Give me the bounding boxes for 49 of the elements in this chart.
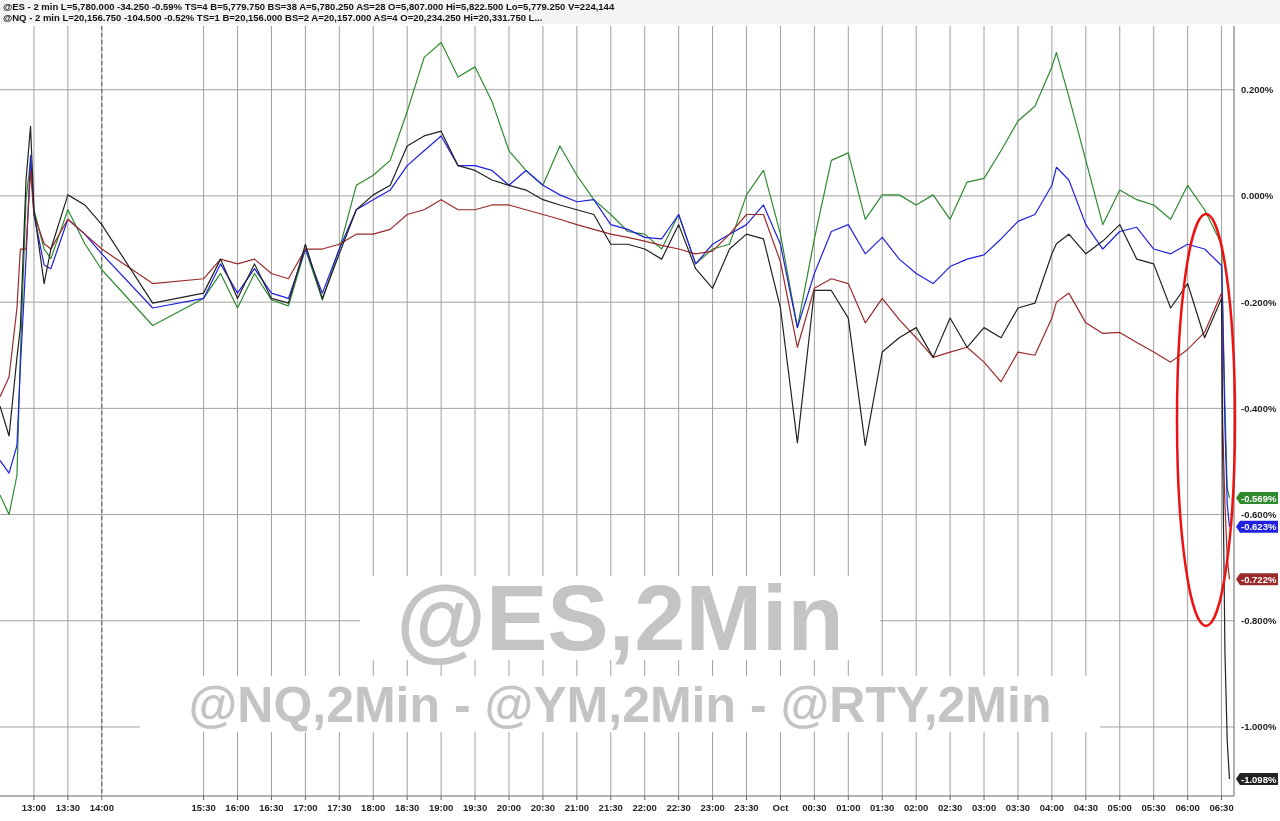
x-tick-label: 22:00	[632, 802, 657, 813]
x-tick-label: 04:00	[1039, 802, 1065, 813]
y-tick-label: -1.000%	[1241, 721, 1277, 733]
x-tick-label: 23:00	[700, 802, 725, 813]
x-tick-label: 13:00	[21, 802, 47, 813]
x-tick-label: 01:00	[836, 802, 861, 813]
annotation: @ES,2Min	[396, 567, 844, 669]
y-tick-label: -0.600%	[1241, 509, 1277, 521]
x-tick-label: 19:00	[428, 802, 454, 813]
y-tick-label: -0.800%	[1241, 615, 1277, 627]
y-tick-label: -0.200%	[1241, 296, 1277, 308]
x-tick-label: 17:00	[293, 802, 318, 813]
text: @NQ - 2 min L=20,156.750 -104.500 -0.52% TS=1 B=20,156.000 BS=2 A=20,157.000 AS=4 O=20,234.250 Hi=20,331.750 L...	[3, 12, 543, 23]
x-tick-label: 06:30	[1209, 802, 1234, 813]
x-tick-label: 05:30	[1141, 802, 1166, 813]
y-tick-label: 0.200%	[1241, 84, 1274, 96]
data-label: -0.569%	[1241, 492, 1277, 504]
data-label: -0.722%	[1241, 573, 1277, 585]
x-tick-label: 02:30	[937, 802, 963, 813]
x-tick-label: 21:00	[564, 802, 589, 813]
x-tick-label: 15:30	[191, 802, 216, 813]
x-tick-label: 03:30	[1005, 802, 1031, 813]
x-tick-label: 20:30	[530, 802, 556, 813]
x-tick-label: 13:30	[55, 802, 81, 813]
text: @ES - 2 min L=5,780.000 -34.250 -0.59% TS=4 B=5,779.750 BS=38 A=5,780.250 AS=28 O=5,807.000 Hi=5,822.500 Lo=5,779.250 V=224,144	[3, 1, 615, 12]
x-tick-label: 16:00	[225, 802, 250, 813]
annotation: @NQ,2Min - @YM,2Min - @RTY,2Min	[188, 677, 1052, 733]
y-tick-label: 0.000%	[1241, 190, 1274, 202]
x-tick-label: 14:00	[89, 802, 114, 813]
x-tick-label: 03:00	[971, 802, 997, 813]
x-tick-label: Oct	[772, 802, 790, 813]
x-tick-label: 21:30	[598, 802, 623, 813]
x-tick-label: 02:00	[904, 802, 929, 813]
x-tick-label: 06:00	[1175, 802, 1200, 813]
x-tick-label: 23:30	[734, 802, 759, 813]
data-label: -0.623%	[1241, 521, 1277, 533]
x-tick-label: 20:00	[496, 802, 522, 813]
x-tick-label: 22:30	[666, 802, 691, 813]
x-tick-label: 00:30	[802, 802, 827, 813]
x-tick-label: 17:30	[327, 802, 352, 813]
x-tick-label: 16:30	[259, 802, 284, 813]
x-tick-label: 04:30	[1073, 802, 1098, 813]
x-tick-label: 01:30	[870, 802, 895, 813]
y-tick-label: -0.400%	[1241, 402, 1277, 414]
x-tick-label: 05:00	[1107, 802, 1132, 813]
x-tick-label: 18:30	[395, 802, 420, 813]
x-tick-label: 19:30	[462, 802, 488, 813]
x-tick-label: 18:00	[361, 802, 386, 813]
data-label: -1.098%	[1241, 773, 1277, 785]
